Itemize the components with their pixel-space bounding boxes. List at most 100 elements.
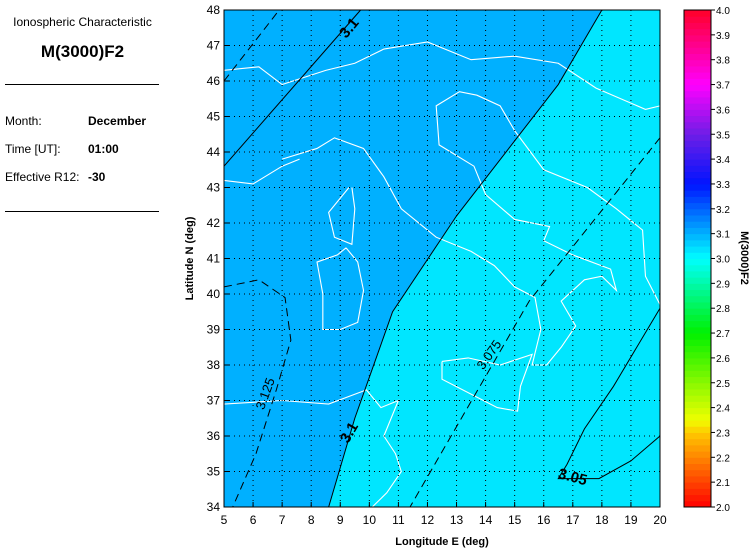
colorbar-tick-label: 3.5 bbox=[716, 130, 730, 141]
colorbar-segment bbox=[684, 345, 711, 353]
x-tick-label: 20 bbox=[653, 513, 667, 527]
x-tick-label: 14 bbox=[479, 513, 493, 527]
time-label: Time [UT]: bbox=[5, 142, 61, 156]
colorbar-tick-label: 2.8 bbox=[716, 304, 730, 315]
colorbar-tick-label: 2.2 bbox=[716, 453, 730, 464]
colorbar-segment bbox=[684, 351, 711, 359]
coastline bbox=[316, 247, 365, 331]
x-tick-label: 9 bbox=[337, 513, 344, 527]
contour-line bbox=[328, 9, 603, 508]
y-tick-label: 42 bbox=[207, 216, 221, 230]
colorbar-segment bbox=[684, 252, 711, 259]
y-tick-label: 38 bbox=[207, 358, 221, 372]
colorbar-segment bbox=[684, 121, 711, 129]
colorbar-segment bbox=[684, 469, 711, 477]
colorbar-segment bbox=[684, 59, 711, 67]
x-tick-label: 13 bbox=[450, 513, 464, 527]
colorbar-segment bbox=[684, 395, 711, 402]
colorbar-segment bbox=[684, 65, 711, 73]
colorbar-segment bbox=[684, 215, 711, 222]
colorbar-segment bbox=[684, 53, 711, 61]
colorbar-segment bbox=[684, 134, 711, 141]
colorbar-segment bbox=[684, 41, 711, 48]
colorbar-tick-label: 3.3 bbox=[716, 180, 730, 191]
colorbar-tick-label: 2.4 bbox=[716, 404, 730, 415]
colorbar-tick-label: 3.6 bbox=[716, 105, 730, 116]
colorbar-segment bbox=[684, 22, 711, 30]
divider bbox=[5, 84, 159, 85]
colorbar-segment bbox=[684, 183, 711, 191]
y-tick-label: 35 bbox=[207, 465, 221, 479]
colorbar-tick-label: 3.4 bbox=[716, 155, 730, 166]
colorbar-segment bbox=[684, 289, 711, 297]
colorbar-segment bbox=[684, 314, 711, 322]
colorbar-segment bbox=[684, 159, 711, 166]
colorbar-segment bbox=[684, 413, 711, 421]
y-tick-label: 47 bbox=[207, 39, 221, 53]
colorbar-tick-label: 2.1 bbox=[716, 478, 730, 489]
colorbar-segment bbox=[684, 382, 711, 390]
coastline bbox=[223, 41, 661, 110]
colorbar-segment bbox=[684, 140, 711, 148]
colorbar-segment bbox=[684, 407, 711, 415]
colorbar-segment bbox=[684, 301, 711, 309]
x-tick-label: 8 bbox=[308, 513, 315, 527]
subtitle: Ionospheric Characteristic bbox=[13, 15, 152, 29]
colorbar-tick-label: 2.7 bbox=[716, 329, 730, 340]
colorbar-tick-label: 2.5 bbox=[716, 379, 730, 390]
colorbar-segment bbox=[684, 420, 711, 427]
colorbar-tick-label: 3.2 bbox=[716, 205, 730, 216]
contour-line bbox=[557, 307, 661, 480]
colorbar-segment bbox=[684, 72, 711, 79]
r12-value: -30 bbox=[88, 170, 106, 184]
y-tick-label: 39 bbox=[207, 323, 221, 337]
colorbar-tick-label: 2.3 bbox=[716, 428, 730, 439]
colorbar-segment bbox=[684, 457, 711, 465]
colorbar-tick-label: 3.0 bbox=[716, 255, 730, 266]
y-tick-label: 48 bbox=[207, 3, 221, 17]
colorbar-segment bbox=[684, 90, 711, 98]
colorbar-tick-label: 3.1 bbox=[716, 230, 730, 241]
month-label: Month: bbox=[5, 114, 42, 128]
colorbar-segment bbox=[684, 488, 711, 496]
colorbar-segment bbox=[684, 47, 711, 54]
colorbar-tick-label: 2.6 bbox=[716, 354, 730, 365]
region-high bbox=[224, 10, 602, 507]
colorbar-segment bbox=[684, 239, 711, 247]
colorbar-segment bbox=[684, 277, 711, 284]
colorbar-segment bbox=[684, 109, 711, 117]
divider bbox=[5, 211, 159, 212]
colorbar-segment bbox=[684, 370, 711, 378]
colorbar-segment bbox=[684, 78, 711, 86]
colorbar-segment bbox=[684, 202, 711, 210]
colorbar-segment bbox=[684, 10, 711, 17]
x-tick-label: 18 bbox=[595, 513, 609, 527]
y-tick-label: 41 bbox=[207, 252, 221, 266]
colorbar-segment bbox=[684, 128, 711, 135]
colorbar-segment bbox=[684, 171, 711, 179]
x-tick-label: 6 bbox=[250, 513, 257, 527]
colorbar-segment bbox=[684, 444, 711, 452]
month-value: December bbox=[88, 114, 147, 128]
x-tick-label: 16 bbox=[537, 513, 551, 527]
colorbar-segment bbox=[684, 339, 711, 346]
colorbar-segment bbox=[684, 326, 711, 334]
y-tick-label: 34 bbox=[207, 500, 221, 514]
colorbar-segment bbox=[684, 494, 711, 502]
colorbar-segment bbox=[684, 364, 711, 371]
contour-line bbox=[223, 9, 280, 82]
colorbar-tick-label: 2.0 bbox=[716, 503, 730, 514]
contour-label: 3.05 bbox=[556, 465, 589, 489]
x-tick-label: 10 bbox=[363, 513, 377, 527]
contour-line bbox=[223, 9, 361, 167]
y-tick-label: 45 bbox=[207, 110, 221, 124]
colorbar-segment bbox=[684, 233, 711, 241]
coastline bbox=[441, 353, 534, 412]
contour-line bbox=[409, 137, 661, 508]
colorbar-tick-label: 3.8 bbox=[716, 56, 730, 67]
contour-line bbox=[223, 279, 292, 508]
colorbar-segment bbox=[684, 264, 711, 272]
colorbar-segment bbox=[684, 146, 711, 154]
colorbar-segment bbox=[684, 152, 711, 160]
colorbar-segment bbox=[684, 246, 711, 253]
